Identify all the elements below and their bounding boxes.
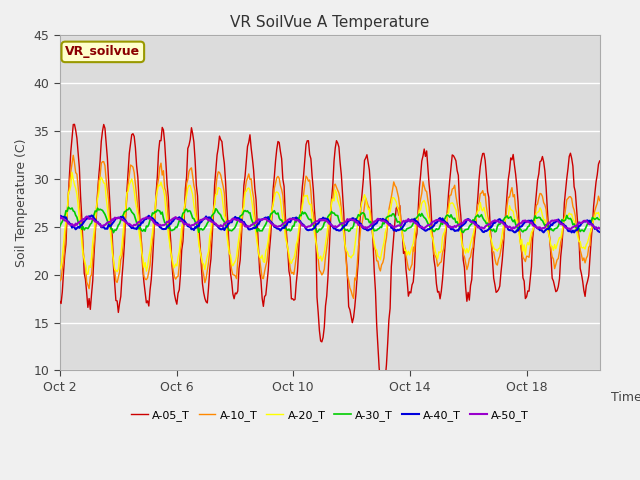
- A-40_T: [568, 229, 575, 235]
- Legend: A-05_T, A-10_T, A-20_T, A-30_T, A-40_T, A-50_T: A-05_T, A-10_T, A-20_T, A-30_T, A-40_T, …: [126, 406, 533, 425]
- A-20_T: [247, 195, 255, 201]
- A-50_T: [245, 224, 253, 229]
- A-30_T: [109, 230, 117, 236]
- A-50_T: [229, 216, 237, 221]
- A-10_T: [56, 278, 64, 284]
- Line: A-20_T: A-20_T: [60, 172, 600, 275]
- A-50_T: [566, 227, 574, 232]
- A-50_T: [250, 220, 257, 226]
- A-10_T: [230, 272, 238, 278]
- A-05_T: [251, 186, 259, 192]
- A-20_T: [362, 196, 369, 202]
- Line: A-05_T: A-05_T: [60, 124, 600, 397]
- A-10_T: [246, 177, 254, 182]
- A-05_T: [361, 157, 369, 163]
- A-05_T: [596, 158, 604, 164]
- A-50_T: [56, 214, 64, 219]
- A-20_T: [252, 233, 260, 239]
- A-05_T: [230, 296, 238, 301]
- A-05_T: [56, 299, 64, 304]
- A-05_T: [246, 132, 254, 138]
- A-30_T: [239, 211, 246, 217]
- A-20_T: [56, 266, 64, 272]
- A-10_T: [237, 226, 245, 232]
- A-50_T: [596, 226, 604, 231]
- A-40_T: [361, 226, 369, 232]
- A-30_T: [56, 223, 64, 229]
- A-20_T: [68, 169, 76, 175]
- A-30_T: [65, 204, 72, 210]
- A-10_T: [596, 198, 604, 204]
- A-30_T: [362, 216, 369, 222]
- A-20_T: [232, 258, 239, 264]
- Title: VR SoilVue A Temperature: VR SoilVue A Temperature: [230, 15, 429, 30]
- Line: A-30_T: A-30_T: [60, 207, 600, 233]
- A-20_T: [65, 190, 72, 196]
- A-30_T: [252, 224, 260, 230]
- A-30_T: [247, 216, 255, 221]
- A-50_T: [65, 220, 72, 226]
- A-10_T: [349, 296, 357, 301]
- A-10_T: [65, 192, 72, 198]
- A-40_T: [88, 213, 95, 218]
- A-05_T: [378, 394, 385, 400]
- Line: A-50_T: A-50_T: [60, 216, 600, 229]
- Line: A-10_T: A-10_T: [60, 156, 600, 299]
- A-30_T: [66, 205, 74, 211]
- A-20_T: [239, 207, 246, 213]
- A-40_T: [230, 216, 238, 221]
- A-05_T: [70, 121, 78, 127]
- Text: VR_soilvue: VR_soilvue: [65, 46, 140, 59]
- A-40_T: [246, 227, 254, 232]
- A-40_T: [596, 229, 604, 235]
- Line: A-40_T: A-40_T: [60, 216, 600, 232]
- A-10_T: [251, 212, 259, 217]
- A-30_T: [232, 224, 239, 230]
- A-10_T: [69, 153, 77, 158]
- A-30_T: [596, 217, 604, 223]
- Y-axis label: Soil Temperature (C): Soil Temperature (C): [15, 139, 28, 267]
- A-40_T: [237, 217, 245, 223]
- A-50_T: [360, 224, 367, 229]
- A-20_T: [84, 272, 92, 277]
- A-40_T: [56, 213, 64, 219]
- A-20_T: [596, 214, 604, 220]
- A-05_T: [237, 233, 245, 239]
- A-40_T: [251, 225, 259, 231]
- A-10_T: [362, 195, 369, 201]
- A-05_T: [65, 192, 72, 197]
- A-40_T: [65, 219, 72, 225]
- X-axis label: Time: Time: [611, 391, 640, 404]
- A-50_T: [236, 219, 244, 225]
